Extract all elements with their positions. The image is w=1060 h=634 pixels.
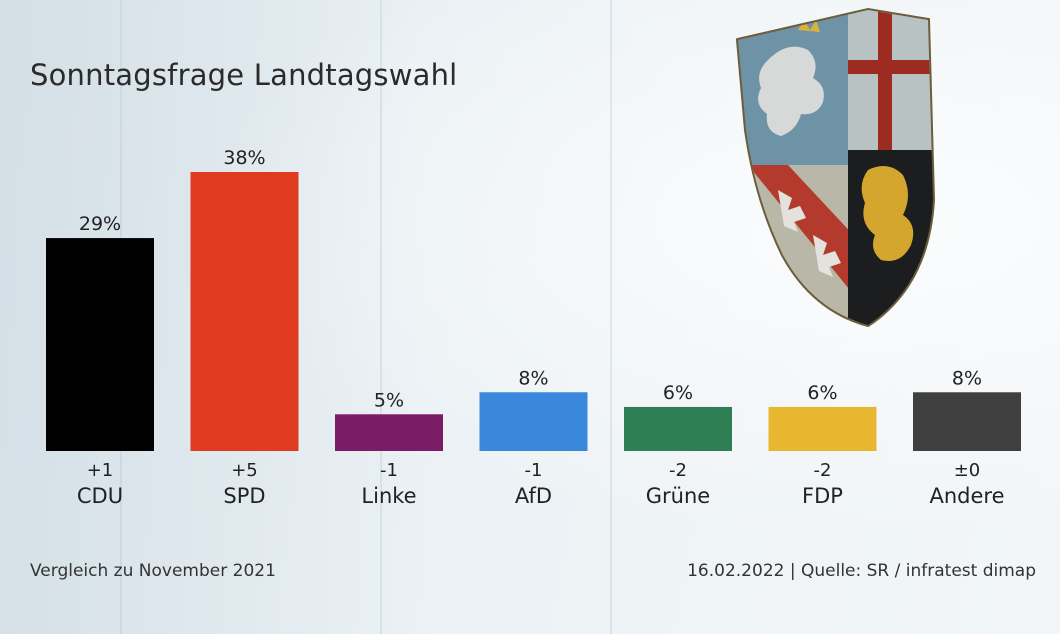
background-stripe xyxy=(380,0,382,634)
category-label: FDP xyxy=(802,484,843,508)
change-label: -2 xyxy=(814,460,832,481)
bar-grüne xyxy=(624,406,732,451)
value-label: 6% xyxy=(807,382,837,404)
category-label: Grüne xyxy=(646,484,710,508)
category-label: Andere xyxy=(929,484,1004,508)
value-label: 8% xyxy=(952,367,982,389)
bar-cdu xyxy=(46,238,154,451)
change-label: +1 xyxy=(87,460,114,481)
coat-of-arms-icon xyxy=(735,7,936,328)
value-label: 38% xyxy=(223,147,265,169)
value-label: 29% xyxy=(79,213,121,235)
bar-linke xyxy=(335,414,443,451)
value-label: 5% xyxy=(374,389,404,411)
footer-comparison-note: Vergleich zu November 2021 xyxy=(30,561,276,581)
change-label: -1 xyxy=(380,460,398,481)
footer-source: 16.02.2022 | Quelle: SR / infratest dima… xyxy=(687,561,1036,581)
bar-fdp xyxy=(768,406,877,451)
change-label: -2 xyxy=(669,460,687,481)
category-label: AfD xyxy=(515,484,552,508)
background-stripe xyxy=(610,0,612,634)
bar-spd xyxy=(190,172,299,451)
change-label: -1 xyxy=(525,460,543,481)
change-label: +5 xyxy=(231,460,258,481)
value-label: 6% xyxy=(663,382,693,404)
category-label: CDU xyxy=(77,484,123,508)
value-label: 8% xyxy=(518,367,548,389)
bar-afd xyxy=(479,392,588,451)
bar-andere xyxy=(913,392,1021,451)
category-label: Linke xyxy=(361,484,416,508)
change-label: ±0 xyxy=(954,460,981,481)
chart-title: Sonntagsfrage Landtagswahl xyxy=(30,58,458,92)
category-label: SPD xyxy=(223,484,265,508)
